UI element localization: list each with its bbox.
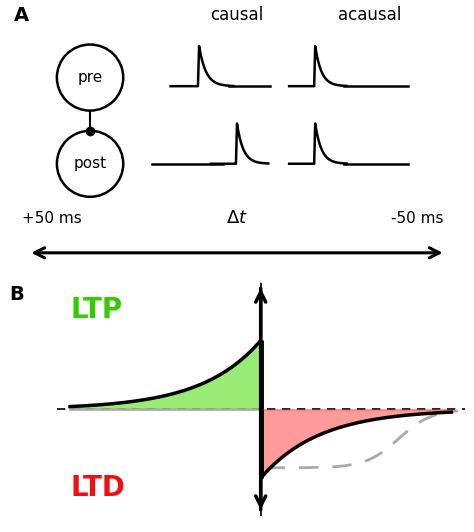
Text: -50 ms: -50 ms [391, 211, 443, 226]
Text: pre: pre [77, 70, 103, 85]
Text: acausal: acausal [338, 6, 401, 24]
Ellipse shape [57, 131, 123, 197]
Text: post: post [73, 156, 107, 171]
Text: LTD: LTD [70, 474, 125, 502]
Text: A: A [14, 6, 29, 25]
Text: $\Delta t$: $\Delta t$ [226, 209, 248, 227]
Text: +50 ms: +50 ms [22, 211, 82, 226]
Text: LTP: LTP [70, 296, 122, 324]
Text: B: B [9, 285, 24, 304]
Ellipse shape [57, 45, 123, 111]
Text: causal: causal [210, 6, 264, 24]
